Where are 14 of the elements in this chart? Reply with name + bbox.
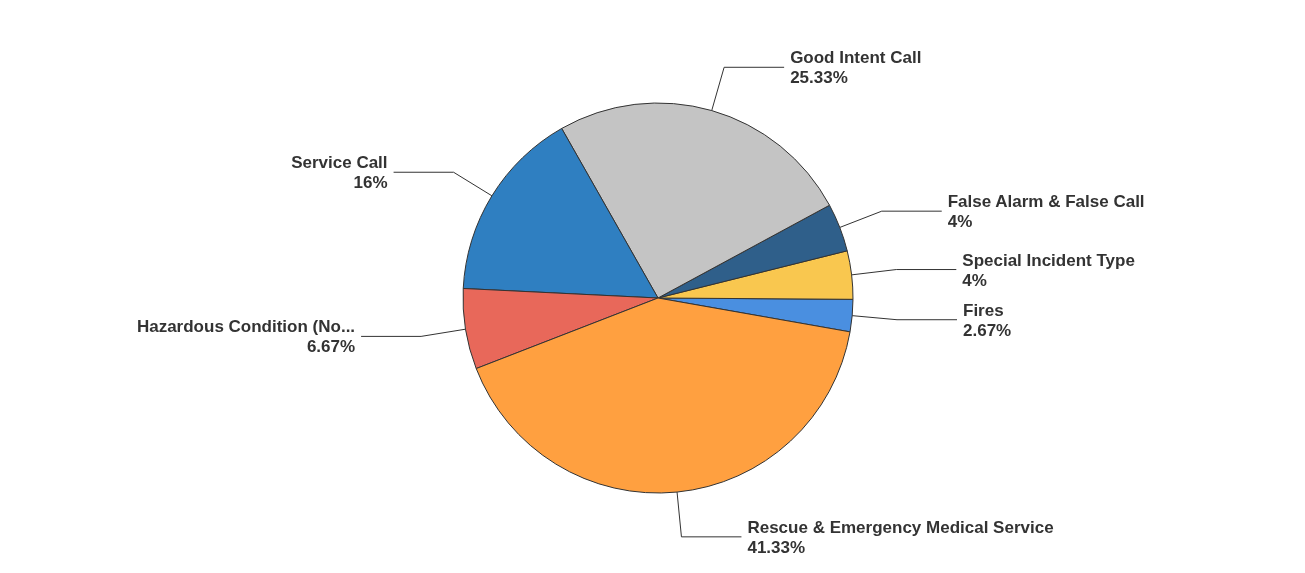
data-label: 2.67%	[963, 320, 1012, 340]
slice-label: Hazardous Condition (No...	[136, 317, 356, 337]
slice-label: Special Incident Type	[962, 250, 1135, 270]
slice-label: Fires	[963, 300, 1004, 320]
slice-label: Service Call	[291, 153, 388, 173]
data-label: 25.33%	[790, 68, 848, 88]
data-label: 6.67%	[306, 337, 356, 357]
slice-label: False Alarm & False Call	[947, 192, 1145, 212]
slice-label: Rescue & Emergency Medical Service	[747, 517, 1054, 537]
data-label: 41.33%	[747, 537, 806, 557]
slice-label: Good Intent Call	[790, 48, 922, 68]
data-label: 4%	[962, 270, 987, 290]
data-label: 4%	[947, 212, 973, 232]
data-label: 16%	[353, 173, 388, 193]
